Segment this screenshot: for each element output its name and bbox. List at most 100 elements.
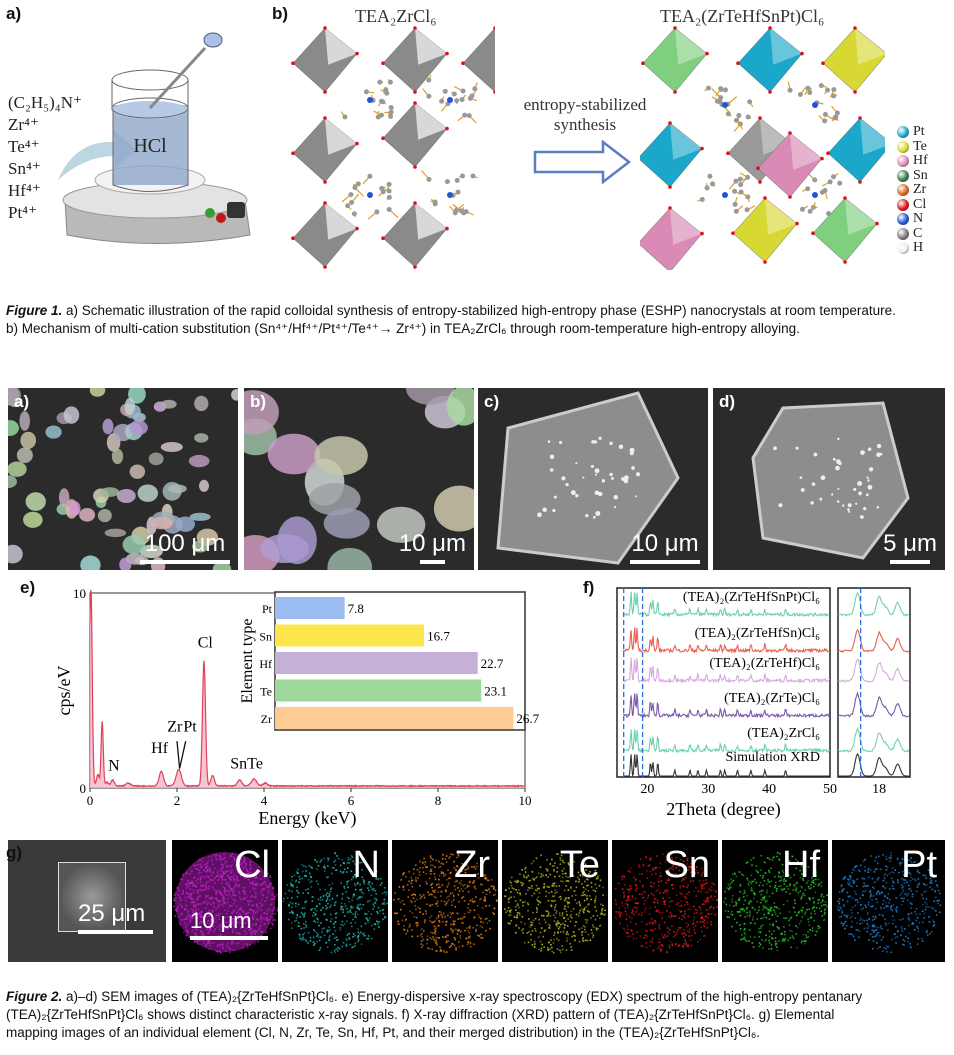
signal-dot: [304, 901, 306, 904]
signal-dot: [429, 855, 432, 857]
xrd-series-line: [623, 754, 830, 777]
signal-dot: [550, 943, 552, 946]
signal-dot: [437, 886, 440, 889]
sem-texture: [751, 401, 910, 560]
signal-dot: [768, 895, 771, 898]
signal-dot: [357, 904, 360, 906]
signal-dot: [455, 947, 457, 949]
signal-dot: [740, 938, 742, 941]
c-atom: [386, 181, 392, 187]
signal-dot: [675, 933, 677, 936]
surface-dot: [553, 495, 557, 499]
particle: [129, 420, 148, 436]
signal-dot: [604, 913, 606, 916]
signal-dot: [845, 924, 848, 927]
signal-dot: [748, 881, 751, 883]
signal-dot: [905, 873, 908, 876]
signal-dot: [804, 889, 807, 891]
signal-dot: [903, 928, 906, 930]
c-atom: [704, 185, 710, 191]
signal-dot: [784, 931, 786, 933]
signal-dot: [781, 889, 784, 892]
surface-dot: [623, 478, 629, 484]
signal-dot: [665, 881, 667, 884]
c-atom: [714, 98, 720, 104]
signal-dot: [292, 912, 295, 915]
signal-dot: [910, 890, 913, 892]
signal-dot: [936, 884, 938, 886]
signal-dot: [283, 897, 285, 900]
signal-dot: [638, 873, 641, 876]
signal-dot: [570, 910, 573, 913]
signal-dot: [570, 872, 573, 874]
signal-dot: [658, 877, 660, 880]
signal-dot: [532, 911, 534, 914]
signal-dot: [808, 897, 810, 899]
signal-dot: [649, 944, 652, 947]
signal-dot: [702, 917, 705, 920]
element-label: Zr: [454, 844, 490, 886]
signal-dot: [558, 896, 561, 899]
signal-dot: [561, 912, 564, 914]
signal-dot: [484, 898, 486, 900]
signal-dot: [586, 897, 588, 900]
signal-dot: [768, 871, 771, 874]
signal-dot: [683, 928, 685, 931]
signal-dot: [536, 898, 538, 901]
signal-dot: [901, 930, 904, 933]
signal-dot: [683, 904, 686, 906]
signal-dot: [717, 898, 718, 901]
signal-dot: [464, 887, 467, 890]
signal-dot: [862, 860, 865, 862]
caption-text: mapping images of an individual element …: [6, 1025, 761, 1040]
signal-dot: [891, 885, 894, 887]
signal-dot: [909, 946, 912, 948]
signal-dot: [509, 880, 511, 883]
signal-dot: [918, 863, 921, 865]
signal-dot: [445, 941, 448, 944]
signal-dot: [510, 909, 512, 911]
signal-dot: [372, 908, 375, 910]
signal-dot: [328, 895, 330, 897]
signal-dot: [560, 898, 562, 901]
signal-dot: [885, 881, 888, 884]
signal-dot: [327, 930, 330, 932]
signal-dot: [885, 865, 887, 868]
signal-dot: [312, 928, 315, 931]
signal-dot: [925, 883, 928, 886]
signal-dot: [334, 863, 337, 866]
signal-dot: [454, 928, 457, 931]
c-atom: [352, 184, 358, 190]
signal-dot: [853, 880, 856, 883]
signal-dot: [333, 949, 336, 952]
signal-dot: [518, 912, 521, 915]
signal-dot: [515, 924, 518, 926]
signal-dot: [326, 892, 329, 894]
signal-dot: [333, 926, 336, 929]
signal-dot: [271, 922, 273, 924]
signal-dot: [420, 928, 423, 930]
signal-dot: [767, 879, 769, 881]
signal-dot: [879, 892, 881, 895]
c-atom: [363, 89, 369, 95]
signal-dot: [559, 859, 562, 862]
signal-dot: [310, 876, 312, 879]
signal-dot: [866, 913, 869, 915]
signal-dot: [769, 885, 771, 888]
signal-dot: [680, 893, 683, 895]
signal-dot: [635, 937, 638, 940]
signal-dot: [705, 879, 707, 881]
signal-dot: [854, 939, 856, 942]
signal-dot: [290, 884, 293, 887]
signal-dot: [369, 880, 371, 883]
signal-dot: [473, 916, 476, 918]
signal-dot: [840, 915, 843, 918]
signal-dot: [556, 920, 559, 923]
signal-dot: [579, 904, 582, 907]
signal-dot: [446, 878, 448, 881]
signal-dot: [804, 942, 806, 945]
signal-dot: [597, 927, 599, 930]
signal-dot: [899, 918, 902, 921]
signal-dot: [767, 856, 769, 859]
c-atom: [442, 88, 448, 94]
